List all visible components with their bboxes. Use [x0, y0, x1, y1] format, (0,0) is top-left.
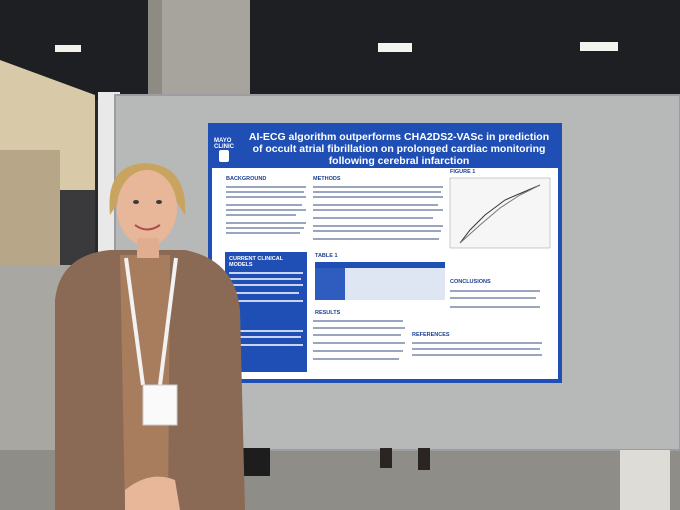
section-heading: FIGURE 1 [450, 169, 476, 175]
section-heading: TABLE 1 [315, 253, 338, 259]
section-heading: BACKGROUND [226, 176, 267, 182]
section-heading: REFERENCES [412, 332, 450, 338]
logo-text: CLINIC [214, 144, 234, 150]
poster-title: AI-ECG algorithm outperforms CHA2DS2-VAS… [248, 131, 550, 168]
section-heading: CONCLUSIONS [450, 279, 491, 285]
section-heading: RESULTS [315, 310, 341, 316]
section-heading: METHODS [313, 176, 341, 182]
logo-text: MAYO [214, 138, 232, 144]
section-heading: CURRENT CLINICAL MODELS [229, 256, 283, 268]
